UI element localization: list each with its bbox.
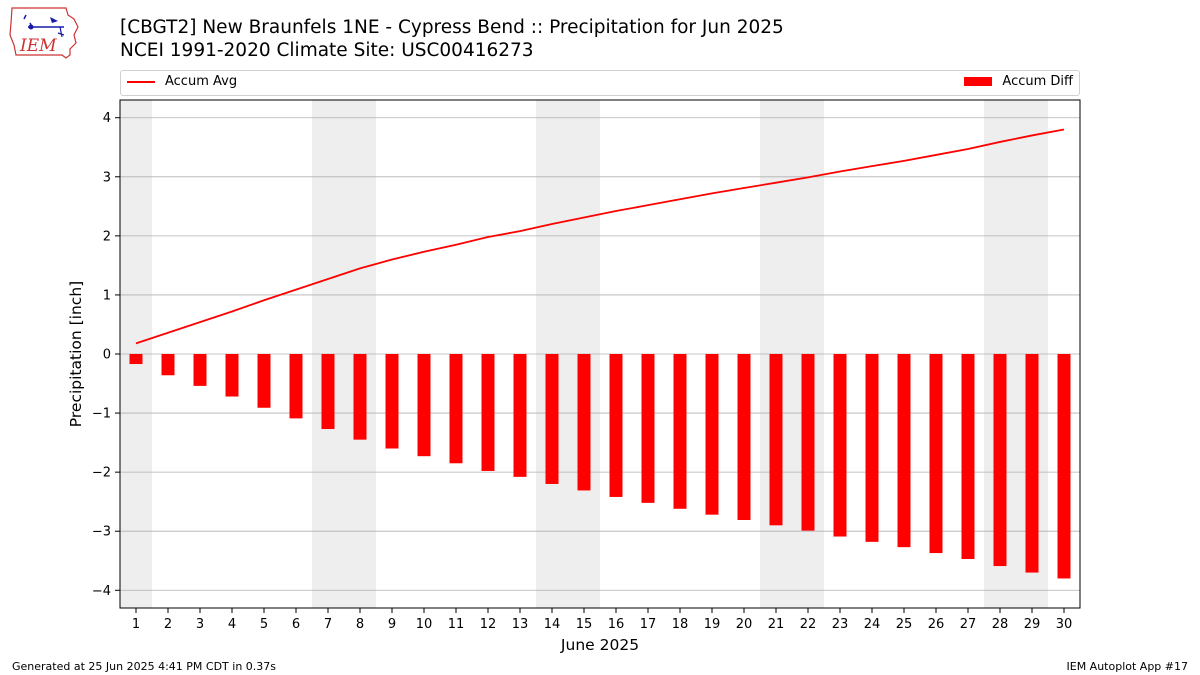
- bar-accum-diff-day-11: [449, 354, 463, 464]
- bar-accum-diff-day-10: [417, 354, 431, 457]
- bar-accum-diff-day-1: [129, 354, 143, 365]
- y-axis-label: Precipitation [inch]: [67, 281, 85, 427]
- x-tick-label-6: 6: [292, 617, 300, 632]
- x-tick-label-3: 3: [196, 617, 204, 632]
- y-tick-label-0: 0: [103, 348, 111, 363]
- x-tick-label-12: 12: [480, 617, 497, 632]
- bar-accum-diff-day-6: [289, 354, 303, 419]
- x-tick-label-16: 16: [608, 617, 625, 632]
- y-tick-label--2: −2: [92, 466, 111, 481]
- x-tick-label-25: 25: [896, 617, 913, 632]
- x-tick-label-21: 21: [768, 617, 785, 632]
- bar-accum-diff-day-5: [257, 354, 271, 408]
- x-tick-label-7: 7: [324, 617, 332, 632]
- bar-accum-diff-day-21: [769, 354, 783, 526]
- legend-label-accum-diff: Accum Diff: [1002, 74, 1073, 89]
- x-tick-label-5: 5: [260, 617, 268, 632]
- x-tick-label-9: 9: [388, 617, 396, 632]
- x-tick-label-22: 22: [800, 617, 817, 632]
- generated-footer: Generated at 25 Jun 2025 4:41 PM CDT in …: [12, 660, 277, 673]
- bar-accum-diff-day-15: [577, 354, 591, 491]
- x-tick-label-14: 14: [544, 617, 561, 632]
- bar-accum-diff-day-14: [545, 354, 559, 484]
- bar-accum-diff-day-28: [993, 354, 1007, 567]
- bar-accum-diff-day-29: [1025, 354, 1039, 573]
- bar-accum-diff-day-2: [161, 354, 175, 376]
- logo-text: IEM: [19, 36, 57, 56]
- legend-line-swatch: [127, 80, 155, 83]
- y-tick-label--3: −3: [92, 525, 111, 540]
- bar-accum-diff-day-27: [961, 354, 975, 559]
- bar-accum-diff-day-12: [481, 354, 495, 471]
- y-tick-label--4: −4: [92, 584, 111, 599]
- x-tick-label-17: 17: [640, 617, 657, 632]
- y-tick-label-3: 3: [103, 170, 111, 185]
- x-tick-label-8: 8: [356, 617, 364, 632]
- bar-accum-diff-day-8: [353, 354, 367, 440]
- line-accum-avg: [135, 128, 1065, 345]
- bar-accum-diff-day-30: [1057, 354, 1071, 579]
- x-tick-label-27: 27: [960, 617, 977, 632]
- bar-accum-diff-day-4: [225, 354, 239, 397]
- x-tick-label-29: 29: [1024, 617, 1041, 632]
- x-tick-label-11: 11: [448, 617, 465, 632]
- x-axis-label: June 2025: [560, 636, 639, 654]
- x-tick-label-15: 15: [576, 617, 593, 632]
- x-tick-label-28: 28: [992, 617, 1009, 632]
- bar-accum-diff-day-7: [321, 354, 335, 430]
- legend-label-accum-avg: Accum Avg: [165, 74, 238, 89]
- x-tick-label-1: 1: [132, 617, 140, 632]
- x-tick-label-2: 2: [164, 617, 172, 632]
- x-tick-label-26: 26: [928, 617, 945, 632]
- x-tick-label-18: 18: [672, 617, 689, 632]
- bar-accum-diff-day-17: [641, 354, 655, 503]
- bar-accum-diff-day-20: [737, 354, 751, 520]
- legend-item-accum-diff: Accum Diff: [964, 74, 1073, 89]
- bar-accum-diff-day-3: [193, 354, 207, 386]
- bar-accum-diff-day-13: [513, 354, 527, 477]
- x-tick-label-10: 10: [416, 617, 433, 632]
- y-tick-label-1: 1: [103, 288, 111, 303]
- plot-frame: [119, 99, 1081, 609]
- chart-subtitle: NCEI 1991-2020 Climate Site: USC00416273: [120, 40, 534, 61]
- legend-item-accum-avg: Accum Avg: [127, 74, 237, 89]
- x-tick-label-13: 13: [512, 617, 529, 632]
- x-tick-label-23: 23: [832, 617, 849, 632]
- y-tick-label--1: −1: [92, 407, 111, 422]
- legend-bar-swatch: [964, 77, 993, 86]
- bar-accum-diff-day-23: [833, 354, 847, 537]
- x-tick-label-19: 19: [704, 617, 721, 632]
- x-tick-label-20: 20: [736, 617, 753, 632]
- app-footer: IEM Autoplot App #17: [1066, 660, 1189, 673]
- bar-accum-diff-day-24: [865, 354, 879, 542]
- bar-accum-diff-day-16: [609, 354, 623, 497]
- bar-accum-diff-day-18: [673, 354, 687, 509]
- y-tick-label-2: 2: [103, 229, 111, 244]
- chart-title: [CBGT2] New Braunfels 1NE - Cypress Bend…: [120, 17, 784, 38]
- iem-logo: IEM: [9, 7, 79, 59]
- x-tick-label-4: 4: [228, 617, 236, 632]
- bar-accum-diff-day-9: [385, 354, 399, 449]
- y-tick-label-4: 4: [103, 111, 111, 126]
- bar-accum-diff-day-25: [897, 354, 911, 548]
- x-tick-label-30: 30: [1056, 617, 1073, 632]
- bar-accum-diff-day-22: [801, 354, 815, 531]
- x-tick-label-24: 24: [864, 617, 881, 632]
- bar-accum-diff-day-26: [929, 354, 943, 554]
- bar-accum-diff-day-19: [705, 354, 719, 515]
- legend: Accum Avg Accum Diff: [120, 70, 1080, 96]
